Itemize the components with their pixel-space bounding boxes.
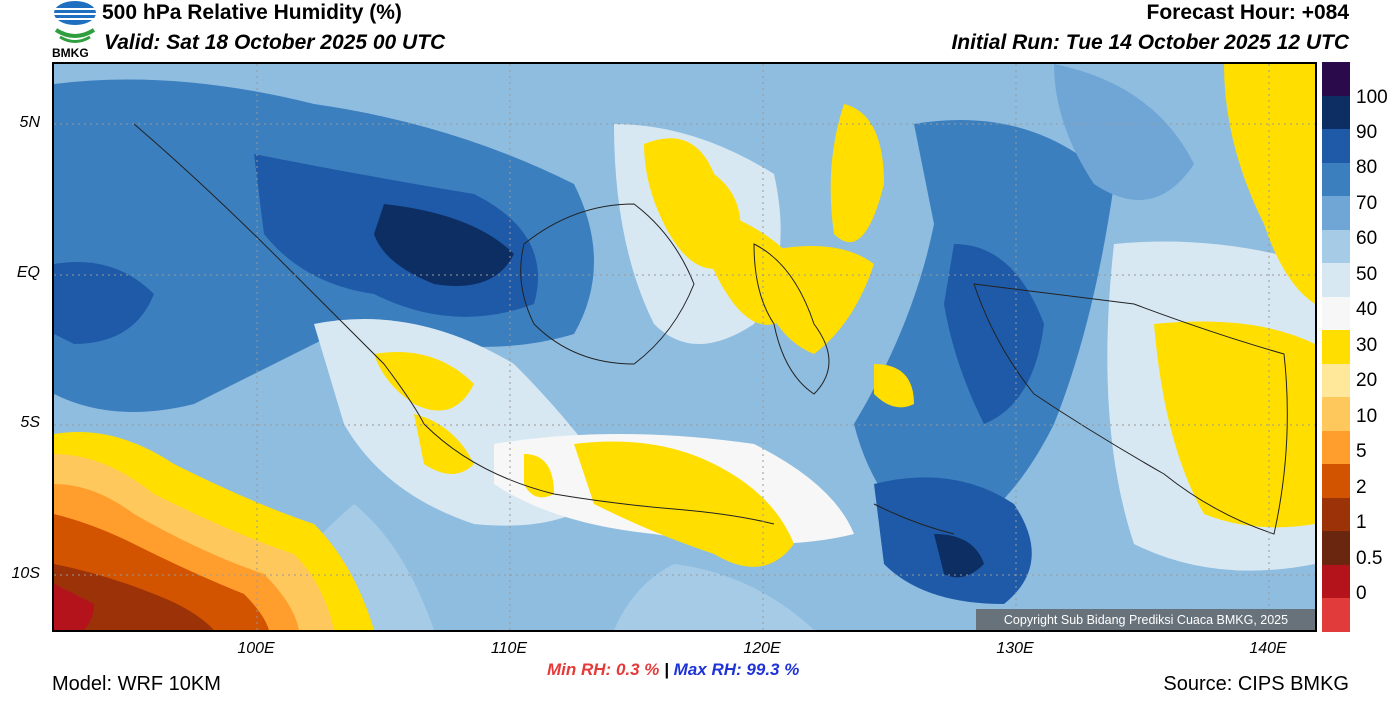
initial-run: Initial Run: Tue 14 October 2025 12 UTC: [951, 31, 1349, 54]
source-label: Source: CIPS BMKG: [1163, 673, 1349, 695]
colorbar-swatch: [1322, 162, 1350, 197]
model-label: Model: WRF 10KM: [52, 673, 221, 695]
max-rh-value: 99.3 %: [746, 660, 800, 679]
colorbar-label: 0.5: [1356, 548, 1383, 569]
colorbar-label: 30: [1356, 335, 1378, 356]
max-rh-label: Max RH:: [673, 660, 742, 679]
lat-label-10s: 10S: [11, 565, 40, 582]
colorbar-swatch: [1322, 497, 1350, 532]
colorbar-swatch: [1322, 296, 1350, 331]
colorbar-swatch: [1322, 263, 1350, 297]
colorbar-swatch: [1322, 95, 1350, 130]
colorbar-swatch: [1322, 62, 1350, 96]
colorbar-label: 10: [1356, 406, 1378, 427]
rh-stats: Min RH: 0.3 % | Max RH: 99.3 %: [547, 660, 799, 680]
colorbar-label: 0: [1356, 583, 1367, 604]
forecast-hour: Forecast Hour: +084: [1146, 1, 1350, 24]
colorbar-swatch: [1322, 397, 1350, 431]
min-rh-label: Min RH:: [547, 660, 612, 679]
lon-label-120e: 120E: [743, 640, 781, 657]
copyright-label: Copyright Sub Bidang Prediksi Cuaca BMKG…: [976, 609, 1315, 630]
colorbar-swatch: [1322, 229, 1350, 264]
valid-time: Valid: Sat 18 October 2025 00 UTC: [104, 31, 446, 54]
humidity-map: Copyright Sub Bidang Prediksi Cuaca BMKG…: [52, 62, 1317, 632]
colorbar-swatch: [1322, 129, 1350, 163]
colorbar-swatch: [1322, 598, 1350, 632]
min-rh-value: 0.3 %: [615, 660, 660, 679]
colorbar-swatch: [1322, 430, 1350, 465]
colorbar-label: 2: [1356, 477, 1367, 498]
colorbar-label: 20: [1356, 370, 1378, 391]
map-title: 500 hPa Relative Humidity (%): [102, 1, 402, 24]
colorbar-label: 40: [1356, 299, 1378, 320]
colorbar-swatch: [1322, 564, 1350, 599]
lat-label-5s: 5S: [20, 414, 40, 431]
colorbar-label: 90: [1356, 122, 1378, 143]
colorbar-label: 100: [1356, 87, 1388, 108]
colorbar-label: 50: [1356, 264, 1378, 285]
colorbar-label: 70: [1356, 193, 1378, 214]
lon-label-140e: 140E: [1249, 640, 1287, 657]
lon-label-130e: 130E: [996, 640, 1034, 657]
lat-label-5n: 5N: [19, 114, 40, 131]
colorbar-label: 80: [1356, 157, 1378, 178]
bmkg-logo: BMKG: [50, 0, 100, 62]
logo-text: BMKG: [52, 46, 89, 60]
lon-label-110e: 110E: [490, 640, 528, 657]
colorbar-label: 60: [1356, 228, 1378, 249]
colorbar-label: 5: [1356, 441, 1367, 462]
lon-label-100e: 100E: [237, 640, 275, 657]
lat-label-eq: EQ: [16, 264, 40, 281]
colorbar-swatch: [1322, 330, 1350, 364]
stats-separator: |: [664, 660, 669, 679]
colorbar-swatch: [1322, 196, 1350, 230]
colorbar: [1322, 62, 1350, 632]
colorbar-swatch: [1322, 363, 1350, 398]
colorbar-swatch: [1322, 531, 1350, 565]
colorbar-swatch: [1322, 464, 1350, 498]
colorbar-label: 1: [1356, 512, 1367, 533]
